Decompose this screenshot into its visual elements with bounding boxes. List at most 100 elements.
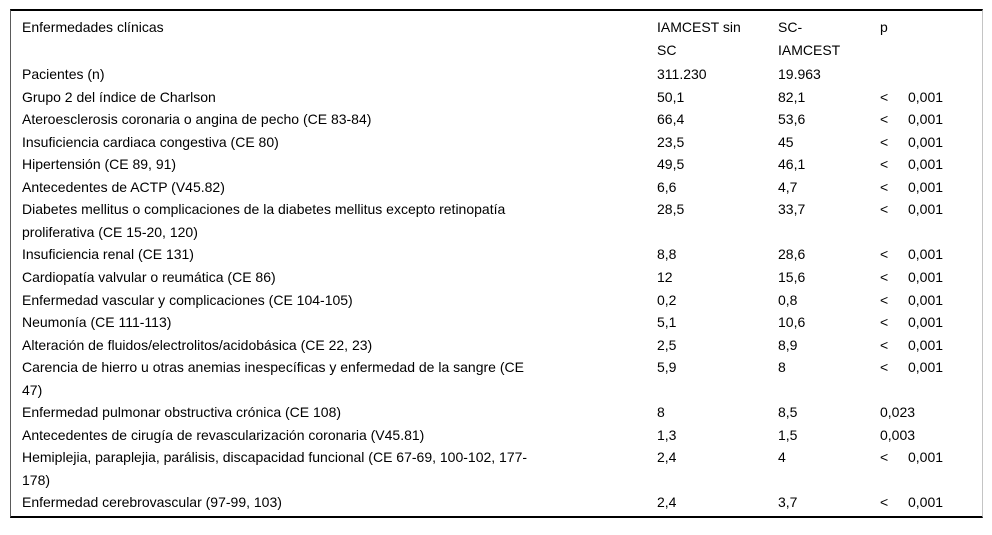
p-cell: <0,001: [880, 176, 982, 199]
sc-iamcest-value: 46,1: [778, 156, 806, 173]
iamcest-sin-sc-value: 2,5: [657, 336, 677, 353]
table-body: Pacientes (n) 311.230 19.963 Grupo 2 del ín…: [11, 63, 982, 514]
iamcest-sin-sc-value: 8,8: [657, 246, 677, 263]
disease-label: Diabetes mellitus o complicaciones de la…: [22, 201, 506, 240]
sc-iamcest-value: 8,9: [778, 336, 798, 353]
sc-iamcest-value: 8,5: [778, 404, 798, 421]
p-value: 0,003: [880, 426, 916, 443]
disease-label: Pacientes (n): [22, 66, 105, 83]
less-than-sign: <: [880, 494, 889, 511]
disease-label: Hemiplejia, paraplejia, parálisis, disca…: [22, 449, 528, 488]
sc-iamcest-value: 10,6: [778, 314, 806, 331]
table-row: Hemiplejia, paraplejia, parálisis, disca…: [11, 446, 982, 491]
iamcest-sin-sc-value: 6,6: [657, 178, 677, 195]
p-cell: <0,001: [880, 311, 982, 334]
sc-iamcest-value: 4,7: [778, 178, 798, 195]
iamcest-sin-sc-value: 2,4: [657, 449, 677, 466]
less-than-sign: <: [880, 269, 889, 286]
table-header-row: Enfermedades clínicas IAMCEST sin SC SC-…: [11, 16, 982, 61]
disease-label: Cardiopatía valvular o reumática (CE 86): [22, 269, 276, 286]
column-header-enfermedades: Enfermedades clínicas: [22, 19, 164, 35]
less-than-sign: <: [880, 314, 889, 331]
disease-label: Insuficiencia renal (CE 131): [22, 246, 194, 263]
p-value: 0,001: [908, 201, 944, 218]
disease-label: Enfermedad cerebrovascular (97-99, 103): [22, 494, 282, 511]
p-value: 0,001: [908, 336, 944, 353]
disease-label: Antecedentes de ACTP (V45.82): [22, 178, 225, 195]
p-value: 0,001: [908, 314, 944, 331]
iamcest-sin-sc-value: 8: [657, 404, 665, 421]
column-header-p: p: [880, 19, 888, 35]
p-cell: <0,001: [880, 108, 982, 131]
less-than-sign: <: [880, 246, 889, 263]
disease-label: Enfermedad vascular y complicaciones (CE…: [22, 291, 353, 308]
less-than-sign: <: [880, 291, 889, 308]
disease-label: Grupo 2 del índice de Charlson: [22, 88, 216, 105]
disease-label: Hipertensión (CE 89, 91): [22, 156, 177, 173]
sc-iamcest-value: 15,6: [778, 269, 806, 286]
sc-iamcest-value: 1,5: [778, 426, 798, 443]
table-row: Enfermedad vascular y complicaciones (CE…: [11, 289, 982, 312]
table-row: Enfermedad pulmonar obstructiva crónica …: [11, 401, 982, 424]
p-cell: <0,001: [880, 491, 982, 514]
iamcest-sin-sc-value: 50,1: [657, 88, 685, 105]
sc-iamcest-value: 28,6: [778, 246, 806, 263]
table-row: Enfermedad cerebrovascular (97-99, 103) 2…: [11, 491, 982, 514]
table-row: Ateroesclerosis coronaria o angina de pe…: [11, 108, 982, 131]
p-value: 0,001: [908, 178, 944, 195]
less-than-sign: <: [880, 359, 889, 376]
iamcest-sin-sc-value: 5,9: [657, 359, 677, 376]
less-than-sign: <: [880, 156, 889, 173]
disease-label: Alteración de fluidos/electrolitos/acido…: [22, 336, 373, 353]
table-row: Pacientes (n) 311.230 19.963: [11, 63, 982, 86]
p-value: 0,001: [908, 133, 944, 150]
p-cell: 0,003: [880, 424, 982, 447]
sc-iamcest-value: 82,1: [778, 88, 806, 105]
p-cell: <0,001: [880, 86, 982, 109]
p-value: 0,001: [908, 111, 944, 128]
disease-label: Insuficiencia cardiaca congestiva (CE 80…: [22, 133, 279, 150]
sc-iamcest-value: 0,8: [778, 291, 798, 308]
iamcest-sin-sc-value: 2,4: [657, 494, 677, 511]
table-row: Diabetes mellitus o complicaciones de la…: [11, 198, 982, 243]
column-header-iamcest-sin-sc: IAMCEST sin SC: [657, 19, 741, 58]
table-row: Cardiopatía valvular o reumática (CE 86)…: [11, 266, 982, 289]
p-value: 0,001: [908, 291, 944, 308]
table-row: Neumonía (CE 111-113) 5,1 10,6 <0,001: [11, 311, 982, 334]
less-than-sign: <: [880, 133, 889, 150]
less-than-sign: <: [880, 88, 889, 105]
p-value: 0,023: [880, 404, 916, 421]
table-row: Hipertensión (CE 89, 91) 49,5 46,1 <0,001: [11, 153, 982, 176]
table-row: Insuficiencia cardiaca congestiva (CE 80…: [11, 131, 982, 154]
table-row: Antecedentes de ACTP (V45.82) 6,6 4,7 <0,00…: [11, 176, 982, 199]
sc-iamcest-value: 3,7: [778, 494, 798, 511]
less-than-sign: <: [880, 336, 889, 353]
p-value: 0,001: [908, 494, 944, 511]
p-value: 0,001: [908, 449, 944, 466]
p-value: 0,001: [908, 359, 944, 376]
iamcest-sin-sc-value: 0,2: [657, 291, 677, 308]
column-header-sc-iamcest: SC- IAMCEST: [778, 19, 841, 58]
disease-label: Antecedentes de cirugía de revasculariza…: [22, 426, 425, 443]
disease-label: Neumonía (CE 111-113): [22, 314, 172, 331]
less-than-sign: <: [880, 201, 889, 218]
disease-label: Carencia de hierro u otras anemias inesp…: [22, 359, 524, 398]
p-cell: <0,001: [880, 446, 982, 469]
p-cell: <0,001: [880, 131, 982, 154]
sc-iamcest-value: 45: [778, 133, 794, 150]
p-cell: 0,023: [880, 401, 982, 424]
iamcest-sin-sc-value: 1,3: [657, 426, 677, 443]
table-row: Insuficiencia renal (CE 131) 8,8 28,6 <0,00…: [11, 243, 982, 266]
iamcest-sin-sc-value: 311.230: [657, 66, 707, 83]
less-than-sign: <: [880, 449, 889, 466]
p-cell: <0,001: [880, 289, 982, 312]
table-row: Alteración de fluidos/electrolitos/acido…: [11, 334, 982, 357]
disease-label: Enfermedad pulmonar obstructiva crónica …: [22, 404, 342, 421]
p-value: 0,001: [908, 88, 944, 105]
p-cell: <0,001: [880, 266, 982, 289]
p-cell: <0,001: [880, 243, 982, 266]
disease-label: Ateroesclerosis coronaria o angina de pe…: [22, 111, 372, 128]
sc-iamcest-value: 33,7: [778, 201, 806, 218]
sc-iamcest-value: 19.963: [778, 66, 821, 83]
